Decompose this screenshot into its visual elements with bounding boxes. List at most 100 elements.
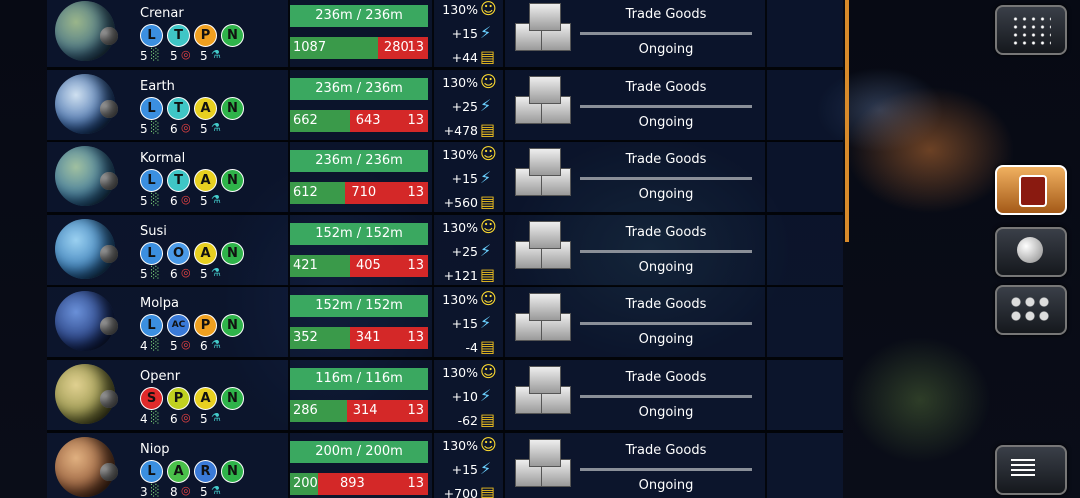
project-name: Trade Goods	[625, 370, 707, 385]
happiness-value: 130%	[442, 365, 478, 380]
happiness-value: 130%	[442, 219, 478, 235]
stat-icon: ░	[151, 265, 160, 279]
separator	[288, 69, 290, 140]
project-progress	[580, 32, 752, 35]
stat-value: 6	[170, 121, 178, 136]
energy-icon: ⚡	[480, 168, 492, 188]
resource-icon: N	[221, 459, 244, 483]
production-fill	[290, 327, 350, 350]
planet-row[interactable]: Molpa L AC P N 4 ░ 5 ◎ 6 ⚗ 152m / 152m 352 341 13 130% ☺…	[47, 286, 843, 360]
resource-icon: A	[194, 96, 217, 120]
project-name: Trade Goods	[625, 7, 707, 22]
moon-image	[100, 244, 118, 263]
stat-icon: ░	[151, 48, 160, 61]
energy-value: +15	[451, 316, 478, 332]
stat-icon: ⚗	[211, 48, 221, 61]
project-name: Trade Goods	[625, 442, 707, 458]
planets-button[interactable]	[995, 227, 1067, 277]
food-value: 352	[293, 330, 318, 346]
project-name: Trade Goods	[625, 79, 707, 95]
happiness-icon: ☺	[480, 434, 497, 454]
separator	[765, 432, 767, 498]
separator	[432, 432, 434, 498]
separator	[432, 142, 434, 213]
population-bar: 152m / 152m	[290, 222, 428, 245]
stat-icon: ◎	[181, 193, 191, 207]
production-bar: 662 643 13	[290, 109, 428, 132]
planet-name: Kormal	[140, 151, 186, 167]
money-icon: ▤	[480, 410, 496, 429]
planet-row[interactable]: Openr S P A N 4 ░ 6 ◎ 5 ⚗ 116m / 116m 286 314 13 130% ☺ +…	[47, 359, 843, 432]
stat-value: 5	[200, 194, 208, 209]
crate-icon	[529, 3, 561, 31]
industry-value: 710	[351, 185, 377, 201]
separator	[503, 360, 505, 430]
project-progress	[580, 395, 752, 398]
separator	[288, 360, 290, 430]
planet-row[interactable]: Niop L A R N 3 ░ 8 ◎ 5 ⚗ 200m / 200m 200 893 13 130% ☺ +1…	[47, 431, 843, 498]
stat-value: 5	[140, 121, 148, 136]
stat-icon: ⚗	[211, 193, 221, 207]
resource-icon: T	[167, 96, 190, 120]
stat-icon: ◎	[181, 120, 191, 134]
population-text: 236m / 236m	[315, 153, 403, 169]
food-value: 662	[293, 112, 318, 128]
galaxy-button[interactable]	[995, 5, 1067, 55]
separator	[288, 214, 290, 285]
menu-button[interactable]	[995, 445, 1067, 495]
production-bar: 200 893 13	[290, 472, 428, 495]
money-value: +700	[443, 485, 478, 498]
money-value: +44	[451, 50, 478, 65]
energy-icon: ⚡	[480, 95, 492, 115]
stat-value: 5	[140, 266, 148, 281]
stat-value: 5	[140, 194, 148, 209]
stat-value: 6	[200, 339, 208, 354]
resource-icon: AC	[167, 314, 190, 338]
resource-icon: T	[167, 24, 190, 47]
planet-row[interactable]: Kormal L T A N 5 ░ 6 ◎ 5 ⚗ 236m / 236m 612 710 13 130% ☺…	[47, 141, 843, 215]
production-fill	[290, 37, 378, 59]
separator	[503, 69, 505, 140]
separator	[288, 142, 290, 213]
population-text: 236m / 236m	[315, 8, 403, 23]
separator	[503, 214, 505, 285]
production-bar: 1087 280 13	[290, 37, 428, 59]
stat-value: 5	[170, 49, 178, 63]
project-status: Ongoing	[638, 187, 694, 203]
project-status: Ongoing	[638, 259, 694, 275]
science-value: 13	[407, 185, 424, 201]
production-bar: 421 405 13	[290, 254, 428, 277]
food-value: 612	[293, 185, 318, 201]
planet-row[interactable]: Crenar L T P N 5 ░ 5 ◎ 5 ⚗ 236m / 236m 1087 280 13 130%…	[47, 0, 843, 69]
project-progress	[580, 467, 752, 471]
separator	[432, 360, 434, 430]
resource-icon: N	[221, 314, 244, 338]
money-value: +478	[443, 122, 478, 138]
science-value: 13	[407, 475, 424, 491]
money-icon: ▤	[480, 47, 496, 66]
resource-icon: N	[221, 24, 244, 47]
moon-image	[100, 99, 118, 118]
happiness-value: 130%	[442, 74, 478, 90]
happiness-icon: ☺	[480, 216, 497, 236]
population-text: 116m / 116m	[315, 371, 403, 386]
planet-name: Earth	[140, 78, 175, 94]
resource-icon: L	[140, 24, 163, 47]
project-progress	[580, 104, 752, 108]
planet-row[interactable]: Susi L O A N 5 ░ 6 ◎ 5 ⚗ 152m / 152m 421 405 13 130% ☺ +2…	[47, 213, 843, 287]
races-button[interactable]	[995, 285, 1067, 335]
stat-value: 5	[200, 266, 208, 281]
stat-value: 6	[170, 194, 178, 209]
separator	[503, 432, 505, 498]
energy-icon: ⚡	[480, 313, 492, 333]
crate-icon	[529, 148, 561, 177]
scrollbar[interactable]	[845, 0, 849, 242]
energy-value: +15	[451, 461, 478, 477]
empire-button[interactable]	[995, 165, 1067, 215]
resource-icon: S	[140, 387, 163, 410]
planet-row[interactable]: Earth L T A N 5 ░ 6 ◎ 5 ⚗ 236m / 236m 662 643 13 130% ☺ +…	[47, 68, 843, 142]
resource-icon: L	[140, 459, 163, 483]
energy-value: +25	[451, 243, 478, 259]
happiness-value: 130%	[442, 292, 478, 308]
stat-icon: ⚗	[211, 265, 221, 279]
